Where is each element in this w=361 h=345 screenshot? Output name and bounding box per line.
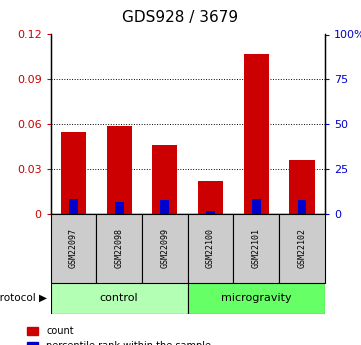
Bar [160, 199, 169, 214]
Text: GSM22102: GSM22102 [297, 228, 306, 268]
Text: protocol ▶: protocol ▶ [0, 294, 47, 303]
Bar [188, 283, 325, 314]
Bar [51, 283, 188, 314]
Text: GSM22101: GSM22101 [252, 228, 261, 268]
Bar [297, 200, 306, 214]
Bar [142, 214, 188, 283]
Bar [244, 54, 269, 214]
Bar [290, 160, 314, 214]
Bar [69, 199, 78, 214]
Bar [106, 126, 132, 214]
Bar [206, 211, 215, 214]
Bar [188, 214, 234, 283]
Bar [198, 181, 223, 214]
Bar [61, 132, 86, 214]
Bar [152, 145, 178, 214]
Legend: count, percentile rank within the sample: count, percentile rank within the sample [23, 322, 215, 345]
Text: microgravity: microgravity [221, 294, 292, 303]
Bar [234, 214, 279, 283]
Bar [96, 214, 142, 283]
Text: GSM22099: GSM22099 [160, 228, 169, 268]
Bar [252, 199, 261, 214]
Bar [115, 202, 123, 214]
Bar [279, 214, 325, 283]
Text: GSM22100: GSM22100 [206, 228, 215, 268]
Bar [51, 214, 96, 283]
Text: GDS928 / 3679: GDS928 / 3679 [122, 10, 239, 25]
Text: GSM22097: GSM22097 [69, 228, 78, 268]
Text: control: control [100, 294, 138, 303]
Text: GSM22098: GSM22098 [115, 228, 123, 268]
